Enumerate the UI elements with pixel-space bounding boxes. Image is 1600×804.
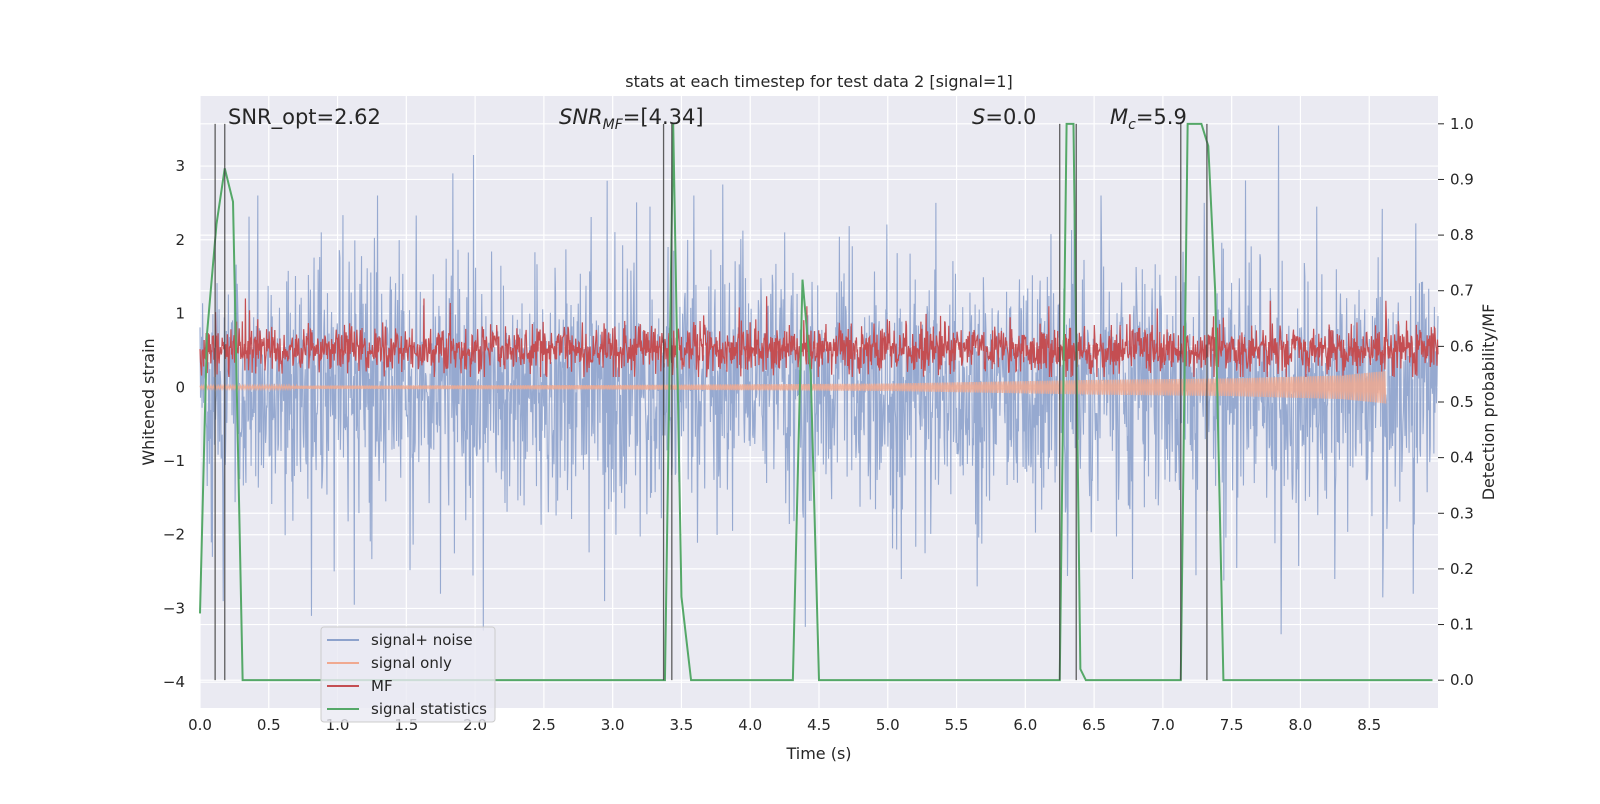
- x-tick-label: 4.5: [807, 716, 831, 734]
- y-right-tick-label: 0.3: [1450, 504, 1474, 522]
- legend-label-mf: MF: [371, 677, 393, 695]
- x-tick-label: 4.0: [738, 716, 762, 734]
- y-left-axis-label: Whitened strain: [139, 338, 158, 465]
- x-tick-label: 2.5: [532, 716, 556, 734]
- y-left-tick-label: 2: [175, 231, 185, 249]
- y-left-tick-label: −3: [163, 599, 185, 617]
- annotation-s-value: =0.0: [985, 105, 1036, 129]
- x-tick-label: 0.5: [257, 716, 281, 734]
- y-right-axis-label: Detection probability/MF: [1479, 304, 1498, 501]
- annotation-mc: Mc=5.9: [1110, 105, 1187, 133]
- vertical-marker-layer: [214, 123, 1208, 681]
- x-tick-label: 5.0: [876, 716, 900, 734]
- x-axis-label: Time (s): [785, 744, 851, 763]
- y-right-tick-label: 0.7: [1450, 282, 1474, 300]
- y-left-tick-label: −2: [163, 526, 185, 544]
- series-signal-statistics-line: [199, 122, 1433, 682]
- y-right-tick-label: 0.0: [1450, 671, 1474, 689]
- x-tick-label: 5.5: [945, 716, 969, 734]
- x-tick-label: 8.5: [1357, 716, 1381, 734]
- y-right-tick-label: 0.2: [1450, 560, 1474, 578]
- series-signal-only-line: [199, 371, 1387, 404]
- legend: signal+ noise signal only MF signal stat…: [320, 626, 496, 723]
- y-right-tick-label: 0.1: [1450, 616, 1474, 634]
- y-right-tick-label: 0.9: [1450, 170, 1474, 188]
- annotation-mc-value: =5.9: [1136, 105, 1187, 129]
- legend-label-signal-noise: signal+ noise: [371, 631, 473, 649]
- x-tick-label: 3.5: [670, 716, 694, 734]
- x-tick-label: 8.0: [1289, 716, 1313, 734]
- data-layer: [199, 122, 1439, 682]
- series-mf-line: [199, 296, 1439, 378]
- y-left-tick-label: −4: [163, 673, 185, 691]
- y-right-tick-label: 1.0: [1450, 115, 1474, 133]
- y-left-tick-label: 1: [175, 305, 185, 323]
- legend-label-signal-only: signal only: [371, 654, 452, 672]
- annotation-s: S=0.0: [972, 105, 1036, 129]
- legend-label-signal-statistics: signal statistics: [371, 700, 487, 718]
- x-tick-label: 6.5: [1082, 716, 1106, 734]
- y-left-tick-label: 3: [175, 157, 185, 175]
- y-right-tick-label: 0.8: [1450, 226, 1474, 244]
- y-right-tick-label: 0.4: [1450, 449, 1474, 467]
- chart-title: stats at each timestep for test data 2 […: [625, 72, 1012, 91]
- x-tick-label: 0.0: [188, 716, 212, 734]
- annotation-snr-mf: SNRMF=[4.34]: [559, 105, 704, 133]
- y-right-tick-label: 0.6: [1450, 337, 1474, 355]
- x-tick-label: 6.0: [1013, 716, 1037, 734]
- x-tick-label: 7.0: [1151, 716, 1175, 734]
- annotation-snr-mf-value: [4.34]: [640, 105, 703, 129]
- tick-label-layer: 0.0 0.5 1.0 1.5 2.0 2.5 3.0 3.5 4.0 4.5 5.0 5.5 6.0 6…: [163, 115, 1474, 734]
- y-left-tick-label: −1: [163, 452, 185, 470]
- y-left-tick-label: 0: [175, 378, 185, 396]
- legend-box: [320, 626, 496, 723]
- x-tick-label: 3.0: [601, 716, 625, 734]
- y-right-tick-label: 0.5: [1450, 393, 1474, 411]
- annotation-snr-opt: SNR_opt=2.62: [228, 105, 381, 130]
- x-tick-label: 7.5: [1220, 716, 1244, 734]
